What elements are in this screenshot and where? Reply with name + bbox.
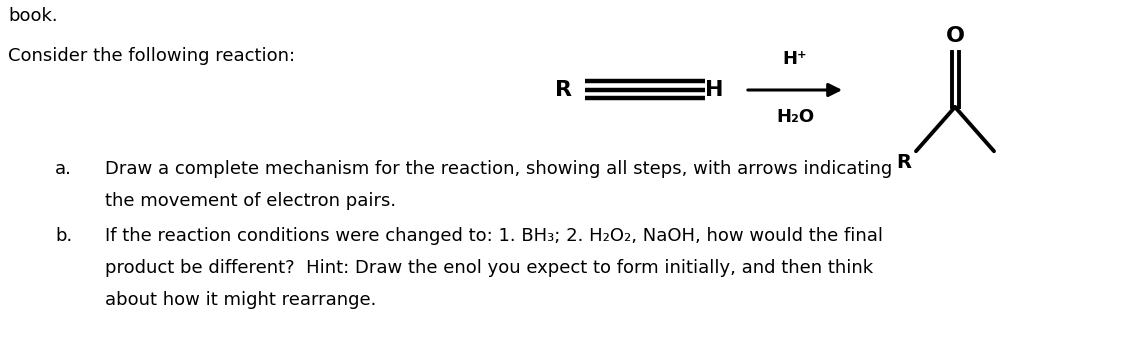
Text: O: O xyxy=(945,26,964,46)
Text: H: H xyxy=(705,80,723,100)
Text: H₂O: H₂O xyxy=(775,108,814,126)
Text: If the reaction conditions were changed to: 1. BH₃; 2. H₂O₂, NaOH, how would the: If the reaction conditions were changed … xyxy=(105,227,883,245)
Text: Consider the following reaction:: Consider the following reaction: xyxy=(8,47,295,65)
Text: R: R xyxy=(897,153,911,172)
Text: b.: b. xyxy=(55,227,72,245)
Text: a.: a. xyxy=(55,160,71,178)
Text: about how it might rearrange.: about how it might rearrange. xyxy=(105,291,376,309)
Text: the movement of electron pairs.: the movement of electron pairs. xyxy=(105,192,396,210)
Text: book.: book. xyxy=(8,7,58,25)
Text: R: R xyxy=(555,80,572,100)
Text: Draw a complete mechanism for the reaction, showing all steps, with arrows indic: Draw a complete mechanism for the reacti… xyxy=(105,160,892,178)
Text: product be different?  Hint: Draw the enol you expect to form initially, and the: product be different? Hint: Draw the eno… xyxy=(105,259,873,277)
Text: H⁺: H⁺ xyxy=(782,50,807,68)
